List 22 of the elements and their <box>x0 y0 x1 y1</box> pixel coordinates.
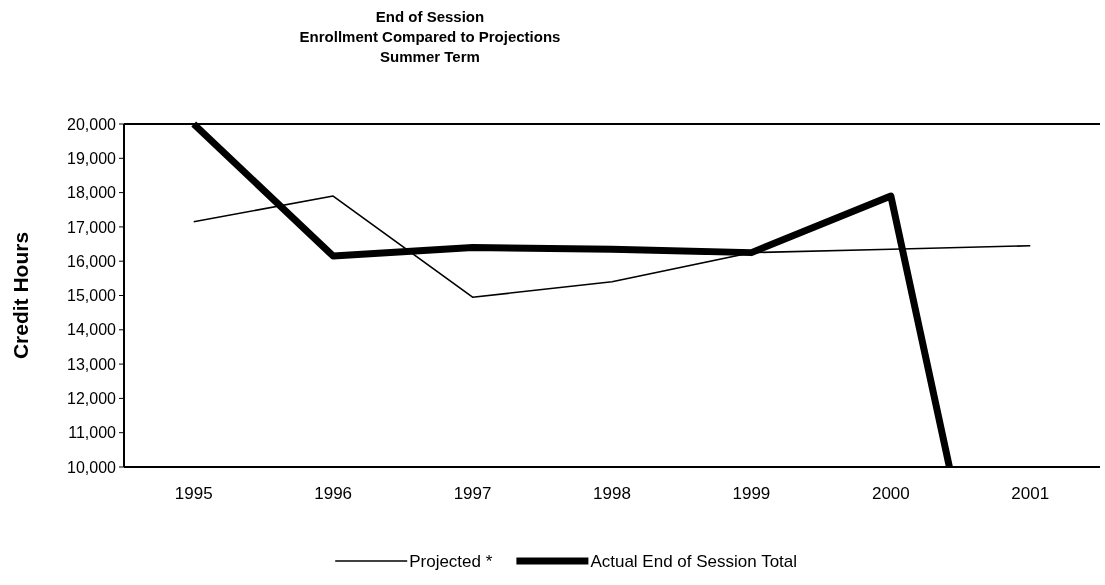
x-tick-label: 1999 <box>732 484 771 503</box>
x-tick-label: 1995 <box>174 484 213 503</box>
y-tick-label: 18,000 <box>67 184 117 202</box>
legend-label: Actual End of Session Total <box>590 552 798 571</box>
y-tick-label: 16,000 <box>67 252 117 270</box>
y-tick-label: 20,000 <box>67 115 117 133</box>
x-tick-label: 1997 <box>453 484 492 503</box>
y-tick-label: 12,000 <box>67 390 117 407</box>
y-tick-label: 13,000 <box>67 355 117 373</box>
y-tick-label: 19,000 <box>67 149 117 167</box>
y-tick-label: 11,000 <box>68 424 117 442</box>
y-tick-label: 10,000 <box>67 458 117 476</box>
legend-label: Projected * <box>409 552 493 571</box>
x-tick-label: 2001 <box>1011 484 1050 503</box>
x-tick-label: 1998 <box>593 484 631 503</box>
y-tick-label: 17,000 <box>67 218 117 236</box>
chart-title: End of Session Enrollment Compared to Projections Summer Term <box>299 8 561 65</box>
y-tick-label: 14,000 <box>67 321 117 339</box>
y-axis-title: Credit Hours <box>9 231 32 360</box>
x-tick-label: 2000 <box>871 484 910 503</box>
y-tick-label: 15,000 <box>67 287 117 305</box>
x-tick-label: 1996 <box>314 484 353 503</box>
